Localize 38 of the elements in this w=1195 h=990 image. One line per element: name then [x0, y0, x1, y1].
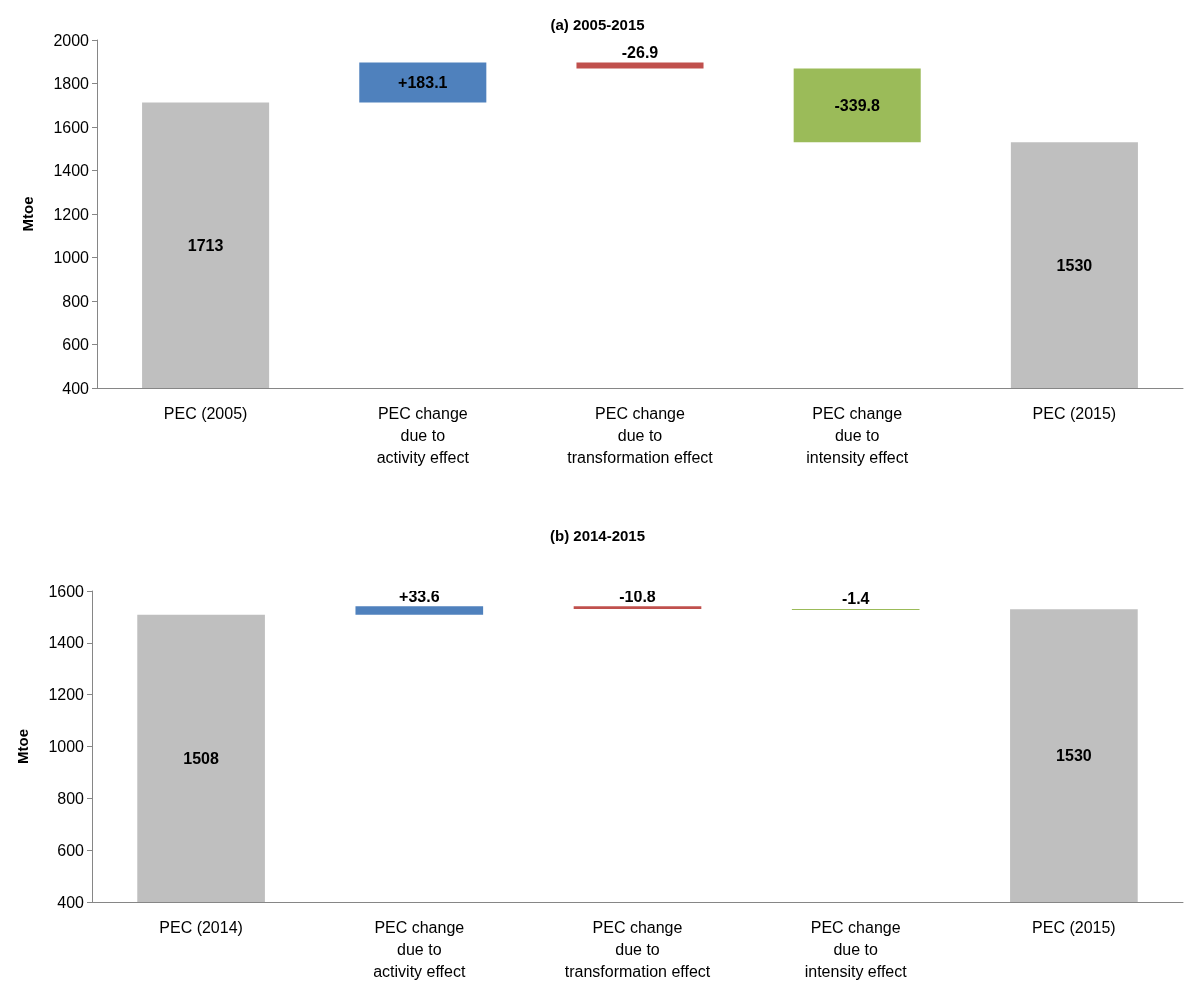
y-axis-title: Mtoe [19, 196, 36, 232]
y-tick-label: 1400 [48, 634, 85, 652]
data-label: 1713 [187, 236, 224, 254]
x-tick-label: PEC change due to activity effect [376, 404, 470, 466]
y-tick-label: 1400 [53, 162, 90, 179]
data-label: 1508 [183, 749, 219, 767]
y-tick-label: 1600 [53, 118, 90, 136]
data-label: -26.9 [621, 44, 659, 62]
data-label: 1530 [1056, 747, 1092, 765]
x-tick-label: PEC (2015) [1032, 404, 1117, 422]
y-tick-label: 800 [62, 292, 90, 310]
y-tick-label: 1000 [53, 249, 90, 266]
y-tick-label: 1800 [53, 75, 90, 92]
x-tick-label: PEC change due to transformation effect [567, 404, 714, 466]
y-tick-label: 1000 [48, 738, 85, 755]
y-tick-label: 400 [62, 379, 90, 397]
y-tick-label: 1600 [48, 582, 85, 600]
x-tick-label: PEC change due to intensity effect [806, 404, 909, 466]
y-tick-label: 600 [57, 841, 85, 859]
y-axis-title: Mtoe [14, 729, 31, 764]
x-tick-label: PEC (2014) [159, 918, 243, 936]
data-label: +183.1 [398, 74, 448, 92]
x-tick-label: PEC change due to intensity effect [804, 918, 908, 980]
x-tick-label: PEC change due to activity effect [373, 918, 466, 980]
y-tick-label: 400 [57, 893, 85, 911]
y-tick-label: 800 [57, 789, 85, 807]
data-label: -339.8 [834, 96, 880, 114]
data-label: -1.4 [841, 590, 870, 608]
x-tick-label: PEC (2015) [1032, 918, 1116, 936]
chart-title: (a) 2005-2015 [550, 16, 645, 33]
x-tick-label: PEC change due to transformation effect [564, 918, 711, 980]
y-tick-label: 2000 [53, 31, 90, 49]
y-tick-label: 1200 [48, 686, 85, 704]
chart-title: (b) 2014-2015 [549, 527, 646, 544]
x-tick-label: PEC (2005) [163, 404, 248, 422]
y-tick-label: 600 [62, 336, 90, 353]
data-label: 1530 [1056, 256, 1093, 274]
y-tick-label: 1200 [53, 205, 90, 223]
